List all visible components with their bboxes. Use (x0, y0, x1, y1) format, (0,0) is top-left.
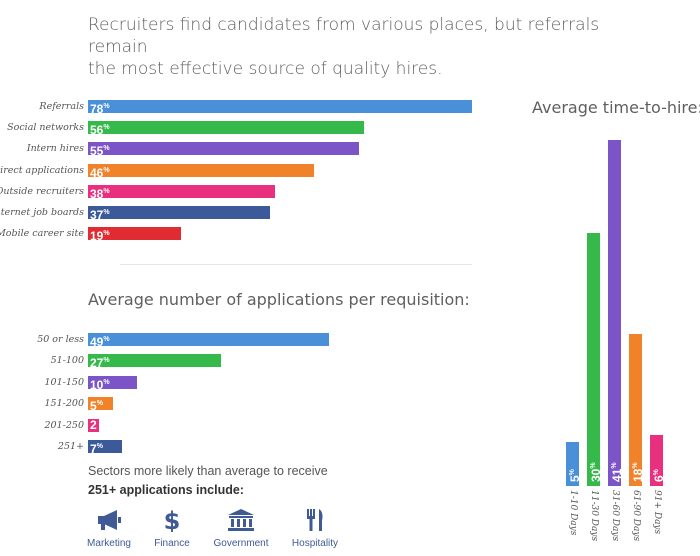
sector-finance: $ Finance (134, 508, 210, 549)
bar-value-referrals: 78% (90, 102, 110, 116)
sectors-intro: Sectors more likely than average to rece… (88, 462, 328, 500)
bar-value-251: 7% (90, 442, 103, 456)
sectors-intro-line-1: Sectors more likely than average to rece… (88, 464, 328, 478)
bar-value-internet-job-boards: 37% (90, 208, 110, 222)
bar-label-101-150: 101-150 (44, 376, 84, 388)
column-value-11-30-days: 30% (589, 462, 603, 482)
fork-knife-icon (307, 509, 323, 531)
bar-value-intern-hires: 55% (90, 144, 110, 159)
bar-label-social-networks: Social networks (7, 122, 84, 134)
column-label-11-30-days: 11-30 Days (589, 490, 599, 542)
sectors-intro-line-2: 251+ applications include: (88, 483, 244, 497)
bar-intern-hires: 55% (88, 142, 359, 158)
bar-value-50-or-less: 49% (90, 335, 110, 349)
bar-51-100: 27% (88, 354, 221, 370)
bar-value-outside-recruiters: 38% (90, 186, 110, 201)
column-value-91-days: 6% (652, 469, 666, 482)
bar-label-intern-hires: Intern hires (26, 143, 84, 155)
column-label-61-90-days: 61-90 Days (631, 490, 641, 542)
column-1-10-days: 5% (566, 442, 582, 486)
bar-151-200: 5% (88, 397, 113, 413)
bar-label-50-or-less: 50 or less (37, 334, 84, 345)
column-label-1-10-days: 1-10 Days (568, 490, 578, 536)
bar-251: 7% (88, 440, 123, 456)
bar-direct-applications: 46% (88, 163, 315, 180)
applications-chart-title: Average number of applications per requi… (88, 290, 470, 309)
sector-government: Government (203, 508, 279, 549)
bar-outside-recruiters: 38% (88, 184, 275, 201)
headline: Recruiters find candidates from various … (88, 14, 648, 80)
government-building-icon (228, 509, 254, 531)
bar-internet-job-boards: 37% (88, 206, 271, 222)
bar-value-101-150: 10% (90, 377, 110, 392)
column-31-60-days: 41% (608, 139, 624, 486)
megaphone-icon (98, 510, 121, 530)
svg-text:$: $ (164, 508, 181, 532)
bar-101-150: 10% (88, 375, 138, 392)
column-91-days: 6% (650, 435, 666, 486)
bar-201-250: 2 (88, 417, 99, 432)
headline-line-1: Recruiters find candidates from various … (88, 15, 600, 57)
section-divider (120, 264, 472, 265)
sector-marketing: Marketing (71, 508, 147, 549)
bar-mobile-career-site: 19% (88, 227, 182, 243)
sector-label-government: Government (213, 538, 269, 549)
column-label-31-60-days: 31-60 Days (610, 490, 620, 542)
bar-label-internet-job-boards: Internet job boards (0, 207, 84, 218)
bar-label-referrals: Referrals (39, 101, 84, 112)
bar-label-direct-applications: Direct applications (0, 164, 84, 176)
bar-value-51-100: 27% (90, 356, 110, 371)
column-value-31-60-days: 41% (610, 462, 624, 482)
headline-line-2: the most effective source of quality hir… (88, 59, 443, 79)
bar-social-networks: 56% (88, 121, 364, 137)
bar-label-151-200: 151-200 (44, 398, 84, 410)
sector-hospitality: Hospitality (277, 508, 353, 549)
time-to-hire-chart-title: Average time-to-hire: (532, 98, 700, 117)
bar-label-251: 251+ (57, 441, 84, 452)
bar-50-or-less: 49% (88, 333, 330, 349)
bar-label-51-100: 51-100 (50, 355, 84, 367)
bar-label-mobile-career-site: Mobile career site (0, 228, 84, 240)
bar-value-direct-applications: 46% (90, 165, 110, 180)
sector-label-hospitality: Hospitality (291, 538, 339, 549)
bar-label-201-250: 201-250 (44, 419, 84, 431)
bar-value-social-networks: 56% (90, 123, 110, 138)
column-value-1-10-days: 5% (568, 469, 582, 482)
bar-referrals: 78% (88, 100, 472, 116)
bar-value-mobile-career-site: 19% (90, 229, 110, 244)
column-value-61-90-days: 18% (631, 462, 645, 482)
column-label-91-days: 91+ Days (652, 490, 662, 535)
sector-label-marketing: Marketing (87, 538, 131, 549)
column-11-30-days: 30% (587, 232, 603, 486)
bar-value-201-250: 2 (90, 417, 97, 432)
bar-value-151-200: 5% (90, 399, 103, 414)
dollar-icon: $ (164, 508, 181, 532)
column-61-90-days: 18% (629, 333, 645, 486)
sector-label-finance: Finance (154, 538, 190, 549)
bar-label-outside-recruiters: Outside recruiters (0, 185, 84, 197)
